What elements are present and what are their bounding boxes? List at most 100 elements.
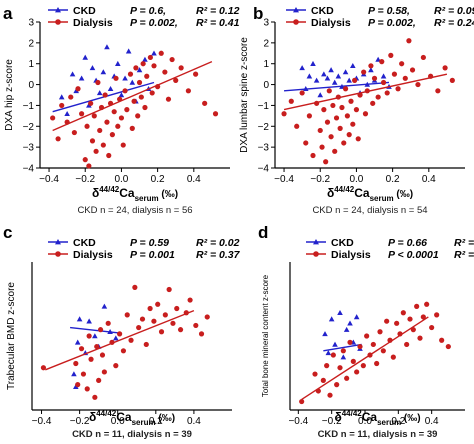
data-point-dialysis [288,98,294,104]
data-point-dialysis [299,90,305,96]
x-axis-label-part: (‰) [159,189,178,200]
y-tick-label: −2 [23,122,35,133]
legend-entry-dialysis: Dialysis P < 0.0001 R² = 0.52 [306,249,474,261]
data-point-dialysis [71,129,77,136]
data-point-ckd [332,341,338,347]
data-point-ckd [331,79,338,85]
legend-p-value: P = 0.001 [130,249,175,261]
data-point-dialysis [97,327,104,333]
data-point-ckd [129,79,136,85]
data-point-dialysis [79,111,85,117]
data-point-ckd [350,63,356,69]
data-point-ckd [335,73,342,79]
x-tick-label: 0.2 [149,416,163,427]
data-point-dialysis [414,303,420,309]
legend-p-value: P = 0.59 [130,237,169,249]
data-point-dialysis [445,343,451,350]
y-tick-label: −4 [258,164,270,175]
data-point-ckd [89,65,96,71]
x-axis-label-part: δ [92,186,99,200]
data-point-dialysis [424,301,430,307]
data-point-dialysis [353,107,360,113]
series-ckd [322,309,363,360]
legend-entry-ckd: CKD P = 0.66 R² = 0.02 [306,237,474,249]
x-tick-label: 0.0 [111,416,125,427]
data-point-dialysis [340,348,346,354]
data-point-dialysis [165,96,172,102]
data-point-dialysis [317,127,323,134]
data-point-dialysis [122,88,128,94]
data-point-dialysis [380,348,386,354]
data-point-ckd [346,77,352,83]
data-point-dialysis [124,107,130,113]
x-axis-label-part: Ca [362,410,378,424]
data-point-dialysis [100,142,106,148]
data-point-dialysis [360,363,366,369]
x-tick-label: 0.0 [358,416,372,427]
data-point-dialysis [88,100,94,106]
legend-series-name: Dialysis [311,17,351,29]
x-tick-label: −0.4 [288,416,308,427]
data-point-dialysis [158,50,164,56]
x-tick-label: 0.4 [425,416,439,427]
data-point-dialysis [185,88,191,94]
data-point-dialysis [420,54,426,61]
data-point-dialysis [193,322,199,329]
data-point-ckd [113,335,119,341]
data-point-dialysis [324,119,331,125]
data-point-dialysis [350,121,356,127]
data-point-ckd [347,320,353,326]
data-point-dialysis [402,75,408,81]
data-point-ckd [325,350,332,356]
series-dialysis [281,38,455,165]
data-point-dialysis [439,337,445,343]
legend-entry-ckd: CKD P = 0.6, R² = 0.12 [48,5,240,17]
legend-p-value: P = 0.002, [130,17,178,29]
data-point-dialysis [109,132,115,138]
x-axis-label-part: 44/42 [96,409,117,418]
legend-entry-ckd: CKD P = 0.59 R² = 0.02 [48,237,240,249]
data-point-dialysis [407,316,413,322]
data-point-dialysis [173,77,179,83]
data-point-ckd [353,314,360,320]
data-point-ckd [86,318,92,324]
x-tick-label: 0.4 [422,174,436,185]
x-tick-label: −0.4 [274,174,294,185]
data-point-dialysis [442,65,448,71]
data-point-ckd [322,331,328,337]
data-point-ckd [328,316,335,322]
legend-r2-value: R² = 0.41 [196,17,240,29]
data-point-dialysis [120,142,126,148]
data-point-ckd [96,90,103,96]
series-ckd [70,303,119,389]
data-point-dialysis [368,63,374,69]
legend-r2-value: R² = 0.02 [454,237,474,249]
x-axis-label-part: 44/42 [334,185,355,194]
series-dialysis [40,284,210,400]
data-point-dialysis [151,63,157,69]
data-point-ckd [82,54,89,60]
y-tick-label: 3 [263,18,269,29]
data-point-dialysis [127,71,134,77]
legend-series-name: CKD [311,5,334,17]
data-point-dialysis [404,341,410,348]
y-tick-label: −4 [23,164,35,175]
data-point-dialysis [212,111,219,117]
data-point-dialysis [136,79,143,86]
legend-series-name: Dialysis [331,249,371,261]
x-axis-label: δ44/42Caserum (‰) [89,409,175,427]
y-axis-label: DXA hip z-score [4,59,15,131]
x-axis-label-part: δ [334,410,341,424]
legend-triangle-icon [55,7,61,13]
data-point-dialysis [344,113,350,119]
x-tick-label: −0.4 [32,416,52,427]
x-axis-label-part: (‰) [394,189,413,200]
data-point-dialysis [435,88,441,94]
x-axis-label-part: Ca [354,186,370,200]
data-point-ckd [310,60,316,66]
data-point-dialysis [361,69,367,75]
y-tick-label: 1 [28,59,34,70]
data-point-ckd [313,77,320,83]
data-point-dialysis [380,79,387,86]
